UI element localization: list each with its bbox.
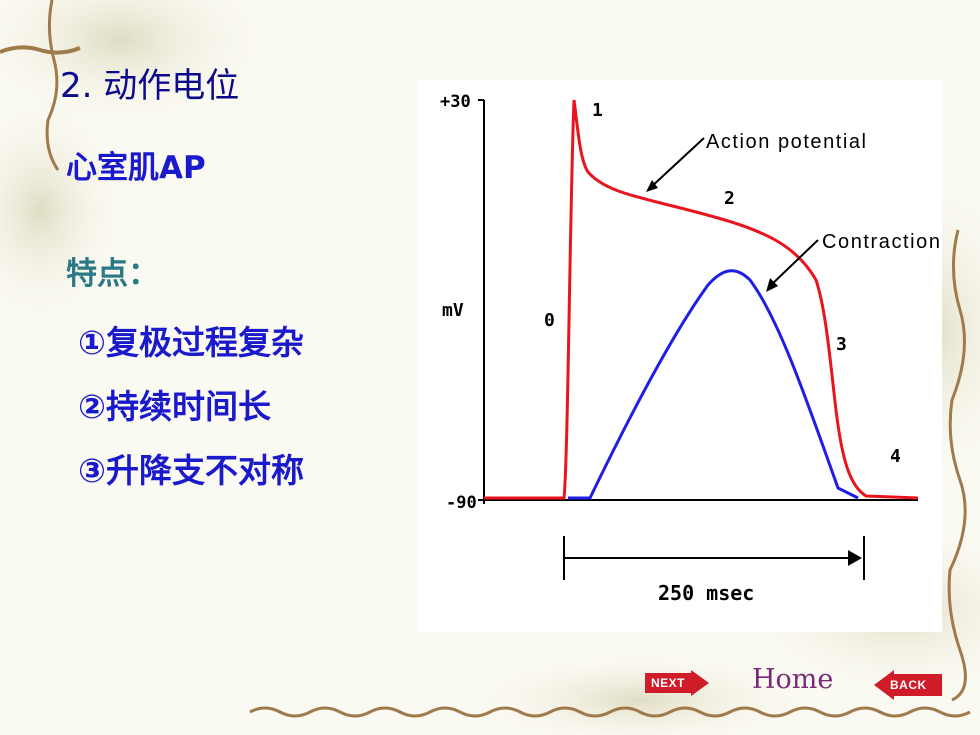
- chart-panel: +30 -90 mV 1 2 0 3 4 Action potential Co…: [418, 80, 942, 632]
- y-axis-label: mV: [442, 300, 464, 321]
- annotation-arrow-ap: [649, 137, 705, 189]
- annotation-contraction: Contraction: [822, 231, 940, 253]
- duration-label: 250 msec: [658, 581, 754, 605]
- arrowhead-contraction: [766, 278, 778, 292]
- action-potential-chart: +30 -90 mV 1 2 0 3 4 Action potential Co…: [440, 92, 940, 605]
- feature-list: ①复极过程复杂 ②持续时间长 ③升降支不对称: [78, 318, 304, 510]
- page-title: 2. 动作电位: [60, 66, 240, 106]
- y-tick-label-top: +30: [440, 92, 471, 112]
- next-button[interactable]: NEXT: [645, 670, 709, 696]
- feature-item: ②持续时间长: [78, 387, 271, 426]
- back-button[interactable]: BACK: [874, 670, 942, 700]
- phase-label-1: 1: [592, 100, 603, 121]
- phase-label-2: 2: [724, 188, 735, 209]
- annotation-arrow-contraction: [769, 239, 819, 287]
- y-tick-label-bottom: -90: [446, 493, 477, 513]
- contraction-series: [568, 269, 859, 500]
- next-label: NEXT: [651, 676, 686, 690]
- back-arrow-icon: [874, 670, 942, 700]
- action-potential-series: [484, 99, 919, 500]
- duration-arrowhead: [848, 550, 862, 566]
- feature-item: ①复极过程复杂: [78, 323, 304, 362]
- phase-label-0: 0: [544, 310, 555, 331]
- features-label: 特点：: [66, 256, 159, 292]
- home-link[interactable]: Home: [752, 664, 834, 695]
- back-label: BACK: [890, 678, 927, 692]
- annotation-action-potential: Action potential: [706, 131, 866, 153]
- arrowhead-ap: [646, 180, 658, 192]
- phase-label-4: 4: [890, 446, 901, 467]
- next-arrow-icon: [645, 670, 709, 696]
- feature-item: ③升降支不对称: [78, 451, 304, 490]
- subtitle: 心室肌AP: [66, 150, 206, 186]
- phase-label-3: 3: [836, 334, 847, 355]
